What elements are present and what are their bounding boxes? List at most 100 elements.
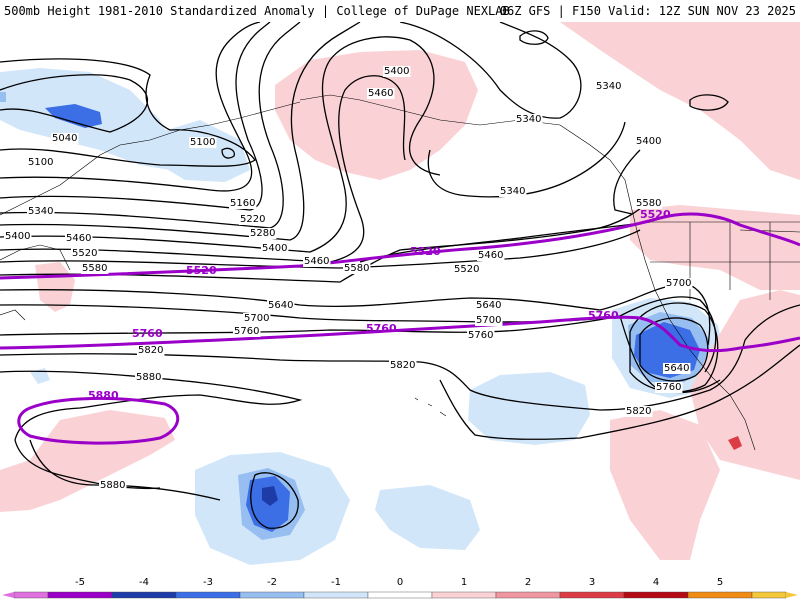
contour-label: 5700 (244, 313, 269, 324)
contour-5340-trough (427, 121, 626, 198)
contour-label-halo (663, 363, 691, 374)
contour-label-halo (243, 313, 271, 324)
negative-anomaly-core (45, 104, 102, 128)
contour-label: 5340 (516, 114, 541, 125)
highlight-label: 5760 (588, 309, 619, 322)
colorbar-tick-label: -2 (267, 577, 277, 588)
contour-label-halo (267, 300, 295, 311)
negative-anomaly-region (0, 92, 6, 102)
contour-label: 5460 (66, 233, 91, 244)
contour-labels: 5040 5100 5100 5160 5220 5280 5340 5340 … (4, 66, 693, 491)
contour-5460 (0, 75, 406, 263)
contour-label-halo (367, 88, 395, 99)
contour-label: 5520 (72, 248, 97, 259)
highlight-contours (0, 212, 800, 445)
contour-5400-east (613, 149, 641, 215)
contour-label-halo (81, 263, 109, 274)
map-title: 500mb Height 1981-2010 Standardized Anom… (4, 4, 510, 18)
contour-label: 5460 (368, 88, 393, 99)
state-borders (650, 221, 800, 300)
contour-label: 5640 (268, 300, 293, 311)
contour-5400 (0, 36, 441, 253)
colorbar-bar (2, 591, 798, 599)
contour-5820-east (744, 304, 800, 341)
highlight-label: 5520 (410, 245, 441, 258)
contour-small-high (689, 94, 729, 111)
colorbar-ticks: -5 -4 -3 -2 -1 0 1 2 3 4 5 (75, 577, 723, 588)
contour-label-halo (261, 243, 289, 254)
colorbar-tick-label: 0 (397, 577, 403, 588)
highlight-label: 5760 (366, 322, 397, 335)
colorbar-tick-label: 3 (589, 577, 595, 588)
contour-5880-south (29, 439, 221, 501)
positive-anomaly-region (0, 410, 175, 512)
coastline (631, 209, 756, 451)
highlight-labels: 5520 5520 5520 5760 5760 5760 5880 (88, 208, 671, 402)
contour-label: 5280 (250, 228, 275, 239)
contour-label: 5820 (138, 345, 163, 356)
contour-label: 5880 (100, 480, 125, 491)
contour-label-halo (383, 66, 411, 77)
coastline (149, 101, 301, 141)
contour-5100 (0, 58, 256, 167)
contour-label: 5640 (664, 363, 689, 374)
positive-anomaly-region (610, 410, 720, 560)
colorbar-tick-label: 4 (653, 577, 659, 588)
positive-anomaly-region (630, 205, 800, 290)
contour-5520 (0, 229, 641, 269)
colorbar-max-arrow (786, 592, 798, 598)
contour-5580 (0, 199, 651, 283)
contour-label: 5400 (636, 136, 661, 147)
contour-label: 5400 (262, 243, 287, 254)
highlight-label: 5520 (640, 208, 671, 221)
colorbar-segment (431, 591, 497, 599)
highlight-contour-5760 (0, 315, 800, 353)
coastlines (0, 94, 800, 451)
contour-label-halo (625, 406, 653, 417)
contour-5940-cell (250, 472, 299, 529)
colorbar-segment (303, 591, 369, 599)
colorbar-segment (239, 591, 305, 599)
contour-label-halo (4, 231, 32, 242)
colorbar-segment (47, 591, 113, 599)
contour-label-halo (665, 278, 693, 289)
coastline (0, 244, 71, 271)
contour-label-halo (233, 326, 261, 337)
colorbar-segment (623, 591, 689, 599)
highlight-contour-5880 (17, 396, 179, 445)
colorbar-segment (367, 591, 433, 599)
anomaly-colorbar: -5 -4 -3 -2 -1 0 1 2 3 4 5 (2, 577, 798, 599)
contour-label: 5460 (478, 250, 503, 261)
colorbar-tick-label: -4 (139, 577, 149, 588)
contour-label-halo (229, 198, 257, 209)
anomaly-map: 5040 5100 5100 5160 5220 5280 5340 5340 … (0, 22, 800, 565)
contour-5820 (0, 339, 746, 411)
contour-label-halo (475, 315, 503, 326)
contour-label-halo (595, 81, 623, 92)
contour-label-halo (51, 133, 79, 144)
colorbar-tick-label: -1 (331, 577, 341, 588)
highlight-label: 5520 (186, 264, 217, 277)
colorbar-tick-label: 1 (461, 577, 467, 588)
contour-label: 5100 (28, 157, 53, 168)
model-valid-time: 06Z GFS | F150 Valid: 12Z SUN NOV 23 202… (499, 4, 796, 18)
contour-5280 (0, 22, 301, 229)
highlight-label: 5760 (132, 327, 163, 340)
contour-label: 5580 (82, 263, 107, 274)
contour-label-halo (343, 263, 371, 274)
contour-label: 5760 (468, 330, 493, 341)
negative-anomaly-region (468, 372, 590, 445)
contour-label-halo (635, 198, 663, 209)
contour-label: 5520 (454, 264, 479, 275)
contour-label-halo (475, 300, 503, 311)
negative-anomaly-region (30, 368, 50, 384)
contour-label: 5760 (656, 382, 681, 393)
contour-5340-high (519, 30, 549, 45)
colorbar-tick-label: 5 (717, 577, 723, 588)
contour-label-halo (27, 206, 55, 217)
contour-label: 5580 (636, 198, 661, 209)
highlight-label: 5880 (88, 389, 119, 402)
contour-label: 5820 (626, 406, 651, 417)
contour-label-halo (249, 228, 277, 239)
contour-label-halo (65, 233, 93, 244)
